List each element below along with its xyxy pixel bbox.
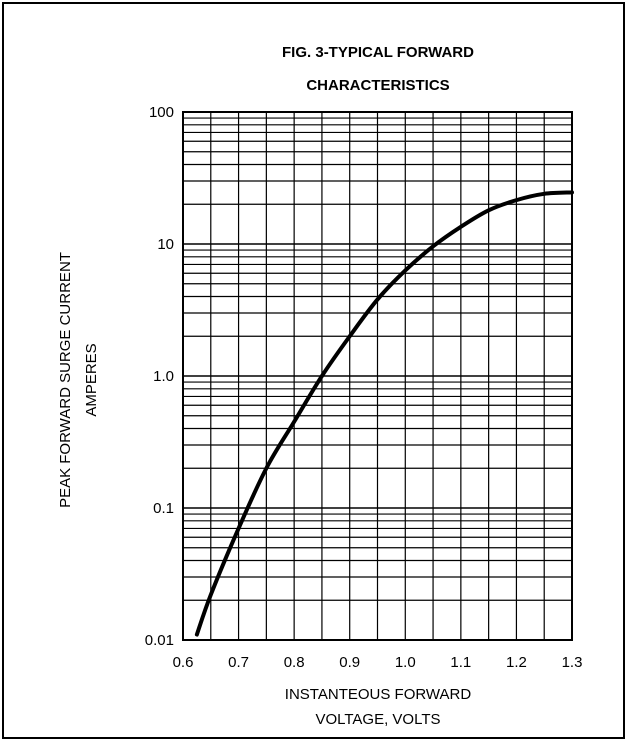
series-line (194, 190, 574, 637)
y-tick-label: 100 (149, 104, 174, 121)
grid (183, 112, 572, 640)
chart-title-line-2: CHARACTERISTICS (306, 77, 449, 94)
y-tick-label: 0.01 (145, 632, 174, 649)
x-tick-label: 1.1 (450, 654, 471, 671)
x-tick-label: 0.7 (228, 654, 249, 671)
x-axis-title-line-1: INSTANTEOUS FORWARD (285, 686, 472, 703)
plot-area-border (182, 111, 573, 641)
y-tick-labels: 0.01 0.1 1.0 10 100 (145, 104, 174, 649)
y-axis-title-line-1: PEAK FORWARD SURGE CURRENT (57, 252, 74, 508)
x-tick-labels: 0.6 0.7 0.8 0.9 1.0 1.1 1.2 1.3 (173, 654, 583, 671)
y-tick-label: 0.1 (153, 500, 174, 517)
x-axis-title-line-2: VOLTAGE, VOLTS (315, 711, 440, 728)
x-tick-label: 1.0 (395, 654, 416, 671)
x-tick-label: 1.3 (562, 654, 583, 671)
x-tick-label: 0.9 (339, 654, 360, 671)
x-tick-label: 0.8 (284, 654, 305, 671)
chart-title-line-1: FIG. 3-TYPICAL FORWARD (282, 44, 474, 61)
y-tick-label: 10 (157, 236, 174, 253)
y-axis-title-line-2: AMPERES (83, 343, 100, 416)
x-tick-label: 0.6 (173, 654, 194, 671)
x-tick-label: 1.2 (506, 654, 527, 671)
y-tick-label: 1.0 (153, 368, 174, 385)
